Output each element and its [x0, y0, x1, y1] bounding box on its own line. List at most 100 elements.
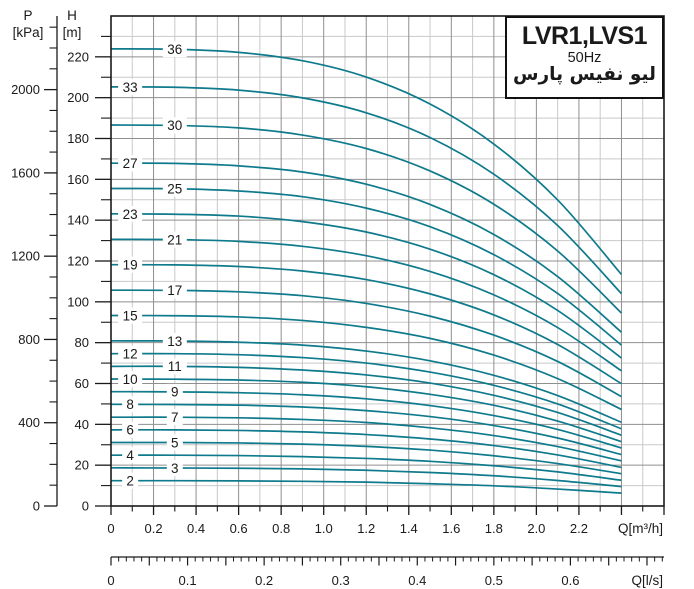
pump-curve-27: [110, 162, 623, 333]
svg-text:0: 0: [107, 521, 114, 536]
svg-text:1.0: 1.0: [315, 521, 333, 536]
curve-label-10: 10: [123, 372, 138, 387]
svg-text:800: 800: [18, 332, 40, 347]
flow-axis-m3h: 0 0.2 0.4 0.6 0.8 1.0 1.2 1.4 1.6 1.8 2.0 2.2: [107, 506, 665, 536]
svg-text:1.4: 1.4: [400, 521, 418, 536]
curve-label-2: 2: [126, 473, 134, 488]
head-axis-title: H [m]: [52, 7, 92, 41]
pump-curve-23: [110, 212, 622, 359]
pump-curve-30: [110, 124, 623, 314]
pump-curve-19: [110, 263, 622, 385]
svg-text:400: 400: [18, 415, 40, 430]
svg-text:0.4: 0.4: [408, 573, 426, 588]
svg-text:0: 0: [33, 499, 40, 514]
curve-label-13: 13: [167, 334, 182, 349]
svg-text:120: 120: [67, 254, 89, 269]
svg-text:0.8: 0.8: [272, 521, 290, 536]
svg-text:0.1: 0.1: [179, 573, 197, 588]
curve-label-15: 15: [123, 308, 138, 323]
svg-text:1.2: 1.2: [357, 521, 375, 536]
curve-label-12: 12: [123, 346, 138, 361]
svg-text:0.3: 0.3: [332, 573, 350, 588]
curve-label-11: 11: [168, 359, 182, 374]
svg-text:2.0: 2.0: [527, 521, 545, 536]
pressure-axis: 0 400 800 1200 1600 2000: [11, 16, 58, 514]
svg-text:100: 100: [67, 294, 89, 309]
curve-label-23: 23: [123, 207, 138, 222]
svg-text:0: 0: [107, 573, 114, 588]
pump-curve-11: [110, 365, 622, 436]
curve-label-5: 5: [171, 435, 179, 450]
pump-curve-2: [110, 479, 622, 494]
curve-label-6: 6: [126, 423, 134, 438]
svg-text:220: 220: [67, 49, 89, 64]
model-name: LVR1,LVS1: [521, 22, 648, 50]
curve-label-8: 8: [126, 397, 134, 412]
svg-text:140: 140: [67, 213, 89, 228]
svg-text:80: 80: [75, 335, 89, 350]
curve-label-30: 30: [167, 118, 182, 133]
pump-curve-17: [110, 289, 622, 398]
curve-label-3: 3: [171, 461, 179, 476]
curve-label-7: 7: [171, 410, 179, 425]
svg-text:2000: 2000: [11, 82, 40, 97]
pump-curve-12: [110, 352, 622, 430]
svg-text:20: 20: [75, 458, 89, 473]
brand-name-farsi: لیو نفیس پارس: [512, 64, 656, 85]
pump-curve-33: [110, 85, 623, 295]
pump-curves: [110, 48, 623, 494]
pressure-axis-unit: [kPa]: [12, 25, 44, 40]
head-axis-name: H: [67, 8, 77, 23]
flow-axis-unit-ls: Q[l/s]: [631, 573, 663, 588]
curve-label-33: 33: [123, 80, 138, 95]
svg-text:200: 200: [67, 90, 89, 105]
svg-text:0: 0: [82, 499, 89, 514]
svg-text:2.2: 2.2: [570, 521, 588, 536]
svg-text:1600: 1600: [11, 165, 40, 180]
pump-curve-10: [110, 378, 622, 443]
svg-text:160: 160: [67, 172, 89, 187]
head-axis: 0 20 40 60 80 100 120 140 160 180 200 220: [67, 35, 111, 514]
pump-curve-9: [110, 390, 622, 449]
pump-curve-4: [110, 454, 622, 482]
flow-axis-ls: 0 0.1 0.2 0.3 0.4 0.5 0.6: [107, 556, 664, 588]
curve-label-36: 36: [167, 42, 182, 57]
curve-label-19: 19: [123, 258, 138, 273]
pump-curve-3: [110, 466, 622, 488]
curve-label-21: 21: [167, 232, 182, 247]
svg-text:0.5: 0.5: [485, 573, 503, 588]
pump-curve-6: [110, 428, 622, 469]
pump-curve-21: [110, 238, 622, 372]
pump-curve-8: [110, 403, 622, 456]
pump-curve-25: [110, 187, 622, 346]
flow-axis-unit-m3h: Q[m³/h]: [617, 521, 663, 536]
svg-text:0.6: 0.6: [230, 521, 248, 536]
pump-curve-5: [110, 441, 622, 475]
svg-text:1.6: 1.6: [442, 521, 460, 536]
svg-text:0.6: 0.6: [561, 573, 579, 588]
curve-label-27: 27: [123, 156, 138, 171]
svg-text:0.2: 0.2: [144, 521, 162, 536]
frequency-label: 50Hz: [567, 50, 602, 66]
svg-text:1.8: 1.8: [485, 521, 503, 536]
pump-curve-7: [110, 416, 622, 462]
curve-label-17: 17: [167, 283, 182, 298]
svg-text:180: 180: [67, 131, 89, 146]
pressure-axis-name: P: [23, 8, 33, 23]
title-box: LVR1,LVS1 50Hz لیو نفیس پارس: [505, 16, 664, 99]
svg-text:1200: 1200: [11, 249, 40, 264]
pump-curve-13: [110, 339, 622, 424]
svg-text:60: 60: [75, 376, 89, 391]
pressure-axis-title: P [kPa]: [8, 7, 48, 41]
pump-curve-36: [110, 48, 623, 276]
svg-text:0.4: 0.4: [187, 521, 205, 536]
head-axis-unit: [m]: [62, 25, 82, 40]
curve-label-4: 4: [126, 448, 134, 463]
curve-label-9: 9: [171, 385, 179, 400]
svg-text:40: 40: [75, 417, 89, 432]
curve-label-25: 25: [167, 182, 182, 197]
pump-curve-15: [110, 314, 622, 411]
